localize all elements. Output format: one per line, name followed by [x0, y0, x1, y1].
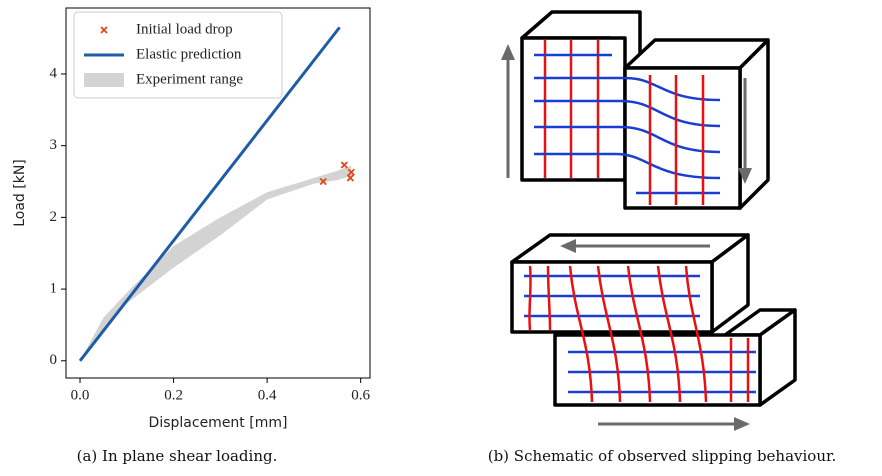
legend-label: Elastic prediction [136, 46, 242, 62]
x-tick-label: 0.4 [258, 387, 277, 403]
x-tick-label: 0.0 [71, 387, 90, 403]
y-tick-label: 2 [50, 209, 58, 225]
y-axis-label: Load [kN] [12, 159, 28, 227]
legend-label: Experiment range [136, 71, 243, 87]
range-band [80, 165, 352, 361]
x-tick-label: 0.6 [351, 387, 370, 403]
point [340, 161, 348, 169]
caption: (a) In plane shear loading. [77, 447, 278, 465]
schematic [501, 10, 797, 431]
line [78, 26, 341, 362]
block [510, 233, 750, 264]
legend-label: Initial load drop [136, 21, 233, 37]
y-tick-label: 1 [50, 281, 58, 297]
legend-swatch [84, 73, 124, 87]
caption: (b) Schematic of observed slipping behav… [488, 447, 837, 465]
point [319, 177, 327, 186]
block [623, 66, 742, 210]
y-tick-label: 3 [50, 137, 58, 153]
plot-frame [65, 7, 371, 379]
legend-box [73, 11, 283, 99]
legend-swatch [100, 26, 108, 34]
x-axis-label: Displacement [mm] [149, 415, 288, 431]
point [346, 174, 354, 182]
y-tick-label: 4 [50, 65, 58, 81]
block [520, 36, 627, 182]
y-tick-label: 0 [50, 352, 58, 368]
x-tick-label: 0.2 [164, 387, 183, 403]
point [347, 168, 355, 176]
